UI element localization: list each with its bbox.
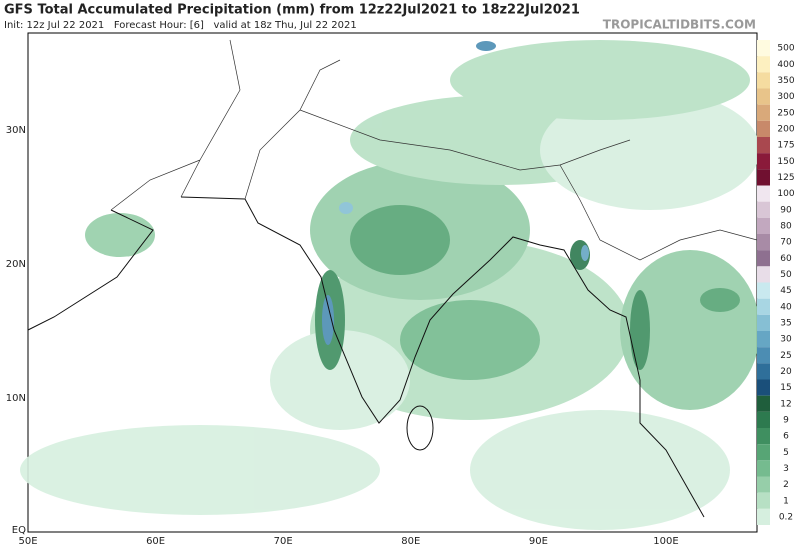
colorbar-label: 5: [783, 448, 789, 458]
lon-label: 80E: [401, 536, 420, 547]
colorbar-label: 350: [777, 76, 794, 86]
colorbar-label: 80: [780, 221, 792, 231]
colorbar-swatch: [757, 266, 770, 283]
colorbar-label: 9: [783, 415, 789, 425]
info: Init: 12z Jul 22 2021 Forecast Hour: [6]…: [4, 20, 357, 31]
colorbar-swatch: [757, 314, 770, 331]
coastline: [406, 405, 434, 451]
colorbar-label: 90: [780, 205, 792, 215]
colorbar-swatch: [757, 476, 770, 493]
colorbar-label: 30: [780, 335, 792, 345]
colorbar-label: 125: [777, 173, 794, 183]
colorbar-label: 20: [780, 367, 792, 377]
colorbar-swatch: [757, 120, 770, 137]
colorbar-swatch: [757, 395, 770, 412]
colorbar-swatch: [757, 411, 770, 428]
colorbar-label: 2: [783, 480, 789, 490]
colorbar-swatch: [757, 185, 770, 202]
colorbar-label: 45: [780, 286, 791, 296]
colorbar-swatch: [757, 56, 770, 73]
colorbar-swatch: [757, 444, 770, 461]
colorbar-swatch: [757, 234, 770, 251]
colorbar-label: 0.2: [779, 512, 793, 522]
colorbar-label: 70: [780, 238, 792, 248]
colorbar-label: 1: [783, 496, 789, 506]
colorbar-label: 6: [783, 432, 789, 442]
colorbar-label: 300: [777, 92, 794, 102]
colorbar-label: 12: [780, 399, 791, 409]
colorbar-swatch: [757, 508, 770, 525]
colorbar-label: 400: [777, 60, 794, 70]
colorbar-label: 35: [780, 318, 791, 328]
colorbar-label: 25: [780, 351, 791, 361]
colorbar-swatch: [757, 217, 770, 234]
colorbar-swatch: [757, 347, 770, 364]
lat-label: 30N: [6, 125, 26, 136]
colorbar-label: 150: [777, 157, 794, 167]
watermark: TROPICALTIDBITS.COM: [603, 18, 756, 32]
colorbar-swatch: [757, 88, 770, 105]
colorbar-label: 60: [780, 254, 792, 264]
colorbar-label: 500: [777, 44, 794, 54]
lon-label: 50E: [18, 536, 37, 547]
colorbar-label: 3: [783, 464, 789, 474]
colorbar-swatch: [757, 379, 770, 396]
colorbar-swatch: [757, 331, 770, 348]
border: [110, 39, 758, 261]
lat-label: EQ: [12, 525, 26, 536]
colorbar-label: 40: [780, 302, 792, 312]
colorbar-swatch: [757, 428, 770, 445]
colorbar-label: 175: [777, 141, 794, 151]
lon-label: 90E: [529, 536, 548, 547]
colorbar-swatch: [757, 104, 770, 121]
colorbar-swatch: [757, 201, 770, 218]
colorbar-swatch: [757, 169, 770, 186]
coastline: [180, 196, 705, 518]
colorbar-label: 200: [777, 124, 794, 134]
colorbar-swatch: [757, 282, 770, 299]
colorbar: 5004003503002502001751501251009080706050…: [757, 40, 795, 525]
lon-label: 70E: [274, 536, 293, 547]
precip-field: [20, 40, 760, 530]
colorbar-swatch: [757, 153, 770, 170]
colorbar-swatch: [757, 40, 770, 57]
colorbar-label: 15: [780, 383, 791, 393]
colorbar-label: 50: [780, 270, 792, 280]
colorbar-swatch: [757, 492, 770, 509]
colorbar-swatch: [757, 298, 770, 315]
coastline: [27, 209, 154, 331]
colorbar-swatch: [757, 72, 770, 89]
colorbar-swatch: [757, 460, 770, 477]
colorbar-label: 250: [777, 108, 794, 118]
map-area: [20, 32, 760, 533]
colorbar-swatch: [757, 250, 770, 267]
lon-label: 100E: [653, 536, 678, 547]
lat-label: 10N: [6, 393, 26, 404]
colorbar-swatch: [757, 137, 770, 154]
colorbar-swatch: [757, 363, 770, 380]
title: GFS Total Accumulated Precipitation (mm)…: [4, 3, 580, 18]
lat-label: 20N: [6, 259, 26, 270]
lon-label: 60E: [146, 536, 165, 547]
colorbar-label: 100: [777, 189, 794, 199]
